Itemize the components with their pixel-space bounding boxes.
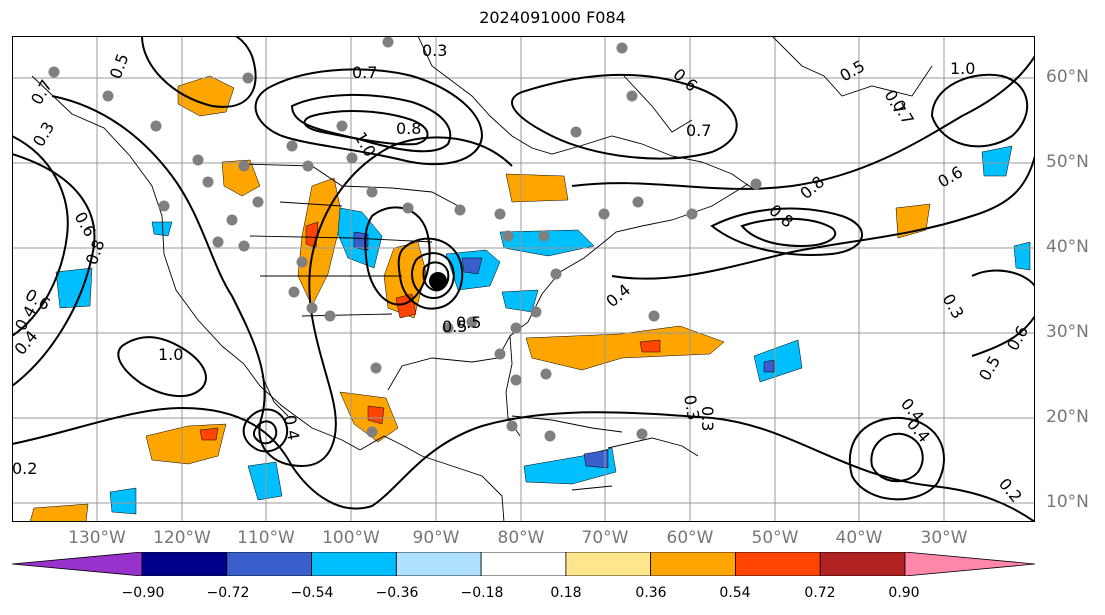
- contour-label: 0.6: [935, 162, 967, 191]
- map-svg: 0.7 0.5 0.3 0.6 0.6 0.8 0.7 0.7 0.8 0.8 …: [12, 36, 1035, 522]
- colorbar-extend-high: [904, 551, 1036, 577]
- contours: [12, 36, 1035, 522]
- shade-red: [199, 427, 219, 441]
- contour-label: 0.7: [352, 63, 377, 82]
- lon-label: 120°W: [153, 528, 211, 548]
- lon-label: 110°W: [237, 528, 295, 548]
- lat-label: 10°N: [1046, 492, 1089, 512]
- contour-label: 0.5: [975, 352, 1004, 384]
- map-panel: 0.7 0.5 0.3 0.6 0.6 0.8 0.7 0.7 0.8 0.8 …: [12, 36, 1035, 522]
- storm-center-marker: [429, 272, 447, 290]
- shade-orange: [221, 159, 261, 197]
- contour-label: 0.3: [422, 41, 447, 60]
- colorbar-tick: 0.72: [804, 585, 836, 601]
- shade-red: [367, 405, 385, 425]
- colorbar-segment: [480, 551, 567, 577]
- shade-red: [639, 339, 661, 353]
- colorbar-tick: −0.54: [290, 585, 334, 601]
- lat-label: 60°N: [1046, 67, 1089, 87]
- colorbar: [11, 551, 1036, 577]
- contour-label: 0.3: [939, 291, 968, 323]
- colorbar-segment: [735, 551, 821, 577]
- colorbar-tick: 0.90: [888, 585, 920, 601]
- colorbar-svg: [11, 551, 1036, 577]
- shade-darkblue: [763, 359, 775, 373]
- colorbar-tick: 0.54: [719, 585, 751, 601]
- lat-label: 30°N: [1046, 322, 1089, 342]
- shade-orange: [525, 325, 725, 371]
- colorbar-segment: [650, 551, 736, 577]
- shade-red: [305, 221, 319, 249]
- contour-label: 0.8: [82, 237, 109, 267]
- lon-label: 60°W: [666, 528, 714, 548]
- lon-label: 100°W: [322, 528, 380, 548]
- shade-darkblue: [583, 449, 609, 469]
- contour-label: 0.5: [106, 51, 133, 81]
- colorbar-tick: 0.18: [550, 585, 582, 601]
- colorbar-tick: 0.36: [635, 585, 667, 601]
- contour-label: 0.2: [12, 459, 37, 478]
- contour-label: 0.5: [837, 56, 869, 85]
- contour-label: 0.3: [680, 393, 703, 421]
- lat-label: 20°N: [1046, 407, 1089, 427]
- shade-blue: [247, 461, 283, 501]
- coastlines: [31, 36, 933, 522]
- lon-label: 30°W: [920, 528, 968, 548]
- contour-label: 0.4: [602, 280, 634, 311]
- contour-label: 1.0: [950, 59, 975, 78]
- shade-blue: [1013, 241, 1031, 271]
- colorbar-tick: −0.18: [460, 585, 504, 601]
- colorbar-tick: −0.36: [375, 585, 419, 601]
- lon-label: 90°W: [412, 528, 460, 548]
- colorbar-segment: [395, 551, 482, 577]
- colorbar-extend-low: [11, 551, 143, 577]
- shaded-anomalies: [29, 75, 1031, 522]
- contour-label: 1.0: [158, 345, 183, 364]
- contour-label: 0.3: [698, 406, 717, 431]
- lat-label: 40°N: [1046, 237, 1089, 257]
- colorbar-segment: [311, 551, 397, 577]
- contour-label: 0.5: [442, 317, 467, 336]
- colorbar-segment: [565, 551, 652, 577]
- contour-label: 0.7: [686, 121, 711, 140]
- lon-label: 40°W: [835, 528, 883, 548]
- colorbar-segment: [819, 551, 906, 577]
- contour-label: 0.4: [280, 413, 303, 441]
- shade-blue: [109, 487, 137, 515]
- contour-label: 0.8: [396, 119, 421, 138]
- contour-label: 0.5: [456, 313, 481, 332]
- shade-orange: [29, 503, 89, 522]
- colorbar-segment: [141, 551, 228, 577]
- contour-label: 0.7: [27, 76, 56, 108]
- lat-label: 50°N: [1046, 152, 1089, 172]
- lon-label: 70°W: [581, 528, 629, 548]
- shade-blue: [981, 145, 1013, 177]
- shade-blue: [753, 339, 803, 383]
- graticule: [12, 36, 1035, 522]
- colorbar-segment: [226, 551, 312, 577]
- lon-label: 50°W: [751, 528, 799, 548]
- contour-label: 0.6: [1003, 322, 1032, 354]
- shade-orange: [505, 173, 569, 203]
- map-border: [12, 36, 1035, 522]
- contour-label: 0.8: [765, 201, 797, 232]
- colorbar-tick: −0.90: [121, 585, 165, 601]
- shade-blue: [499, 229, 595, 257]
- map-title: 2024091000 F084: [479, 8, 626, 27]
- lon-label: 80°W: [497, 528, 545, 548]
- shade-blue: [55, 267, 93, 309]
- shade-blue: [151, 221, 173, 237]
- shade-darkblue: [461, 257, 483, 275]
- station-dots: [48, 36, 762, 442]
- colorbar-tick: −0.72: [206, 585, 250, 601]
- contour-label: 0.8: [796, 172, 828, 203]
- lon-label: 130°W: [68, 528, 126, 548]
- contour-label: 0.3: [29, 118, 58, 150]
- contour-label: 0.6: [669, 65, 701, 96]
